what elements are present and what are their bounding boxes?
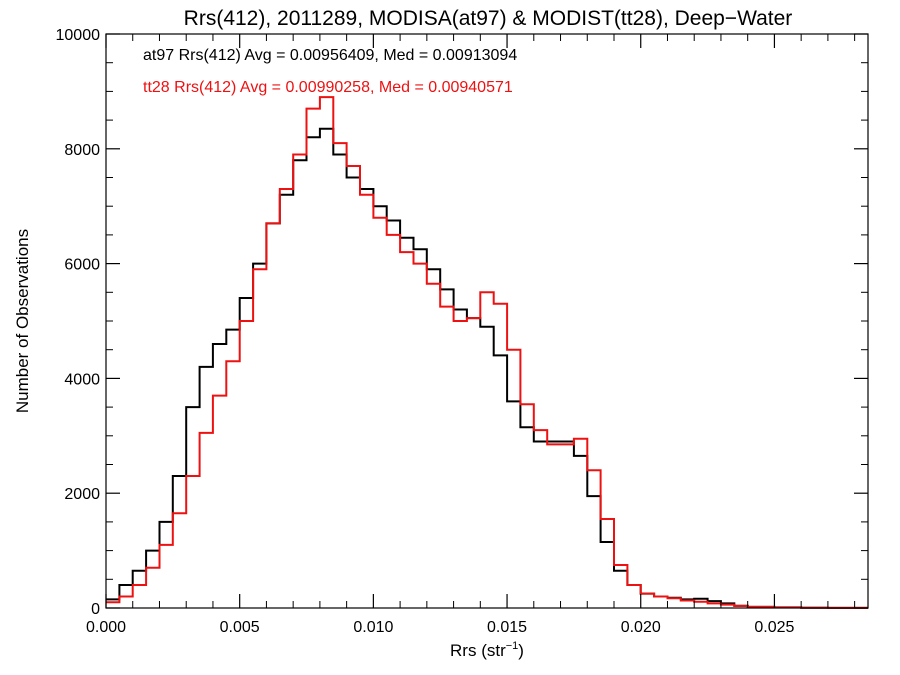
series-layer: [106, 96, 868, 609]
y-tick-label: 0: [91, 601, 100, 618]
x-tick-label: 0.005: [220, 619, 260, 636]
y-axis-label: Number of Observations: [13, 229, 32, 413]
x-axis-label: Rrs (str−1): [450, 640, 524, 660]
x-tick-label: 0.015: [487, 619, 527, 636]
series-line-at97: [106, 127, 868, 609]
x-tick-label: 0.010: [353, 619, 393, 636]
x-tick-label: 0.020: [621, 619, 661, 636]
x-tick-label: 0.025: [754, 619, 794, 636]
series-line-tt28: [106, 96, 868, 609]
chart-title: Rrs(412), 2011289, MODISA(at97) & MODIST…: [184, 7, 793, 30]
y-tick-label: 8000: [64, 142, 100, 159]
y-tick-label: 10000: [56, 27, 101, 44]
y-tick-label: 2000: [64, 486, 100, 503]
annotation-at97-stats: at97 Rrs(412) Avg = 0.00956409, Med = 0.…: [143, 47, 517, 64]
y-tick-label: 4000: [64, 371, 100, 388]
x-axis-label-superscript: −1: [506, 640, 519, 652]
x-axis-label-end: ): [518, 641, 524, 660]
x-tick-label: 0.000: [86, 619, 126, 636]
tick-layer: 0.000 0.005 0.010 0.015 0.020 0.025 0 2000 4000 6…: [56, 27, 868, 636]
y-tick-label: 6000: [64, 257, 100, 274]
annotation-tt28-stats: tt28 Rrs(412) Avg = 0.00990258, Med = 0.…: [143, 79, 513, 96]
x-axis-label-main: Rrs (str: [450, 641, 506, 660]
